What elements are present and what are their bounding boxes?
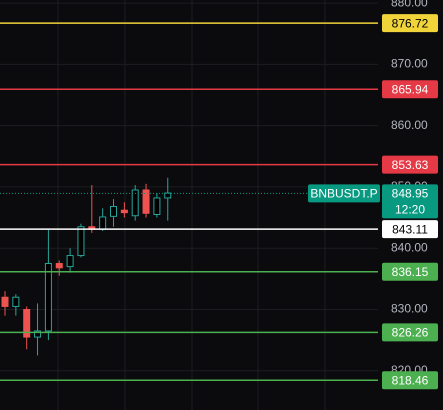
candle-body [44,263,52,332]
level-label-bg [382,262,438,281]
level-label-bg [382,80,438,99]
level-label: 826.26 [392,326,429,340]
level-label: 865.94 [392,82,429,96]
level-label-bg [382,14,438,33]
candle-body [99,216,107,230]
symbol-label-bg [308,184,380,203]
countdown-label: 12:20 [395,203,425,217]
candle-body [164,192,172,199]
candle-body [23,308,31,338]
level-label-bg [382,220,438,239]
y-tick-label: 860.00 [391,118,428,132]
level-label: 836.15 [392,265,429,279]
level-label-bg [382,323,438,342]
candle-body [77,226,85,257]
symbol-label: BNBUSDT.P [310,187,377,201]
price-label-bg [382,184,438,219]
level-label: 843.11 [392,222,428,236]
price-label: 848.95 [392,187,429,201]
candle-body [153,197,161,215]
candle-body [120,209,128,214]
y-tick-label: 830.00 [391,302,428,316]
candle-body [1,296,9,307]
level-label: 818.46 [392,373,429,387]
candle-body [55,263,63,269]
level-label-bg [382,371,438,390]
level-label-bg [382,155,438,174]
candle-body [66,255,74,268]
level-label: 853.63 [392,158,429,172]
y-tick-label: 880.00 [391,0,428,9]
y-tick-label: 870.00 [391,57,428,71]
candle-body [12,296,20,307]
candle-body [110,206,117,217]
y-tick-label: 840.00 [391,240,428,254]
candle-body [131,189,139,217]
level-label: 876.72 [392,16,429,30]
candle-body [34,330,42,338]
candle-body [142,189,150,214]
